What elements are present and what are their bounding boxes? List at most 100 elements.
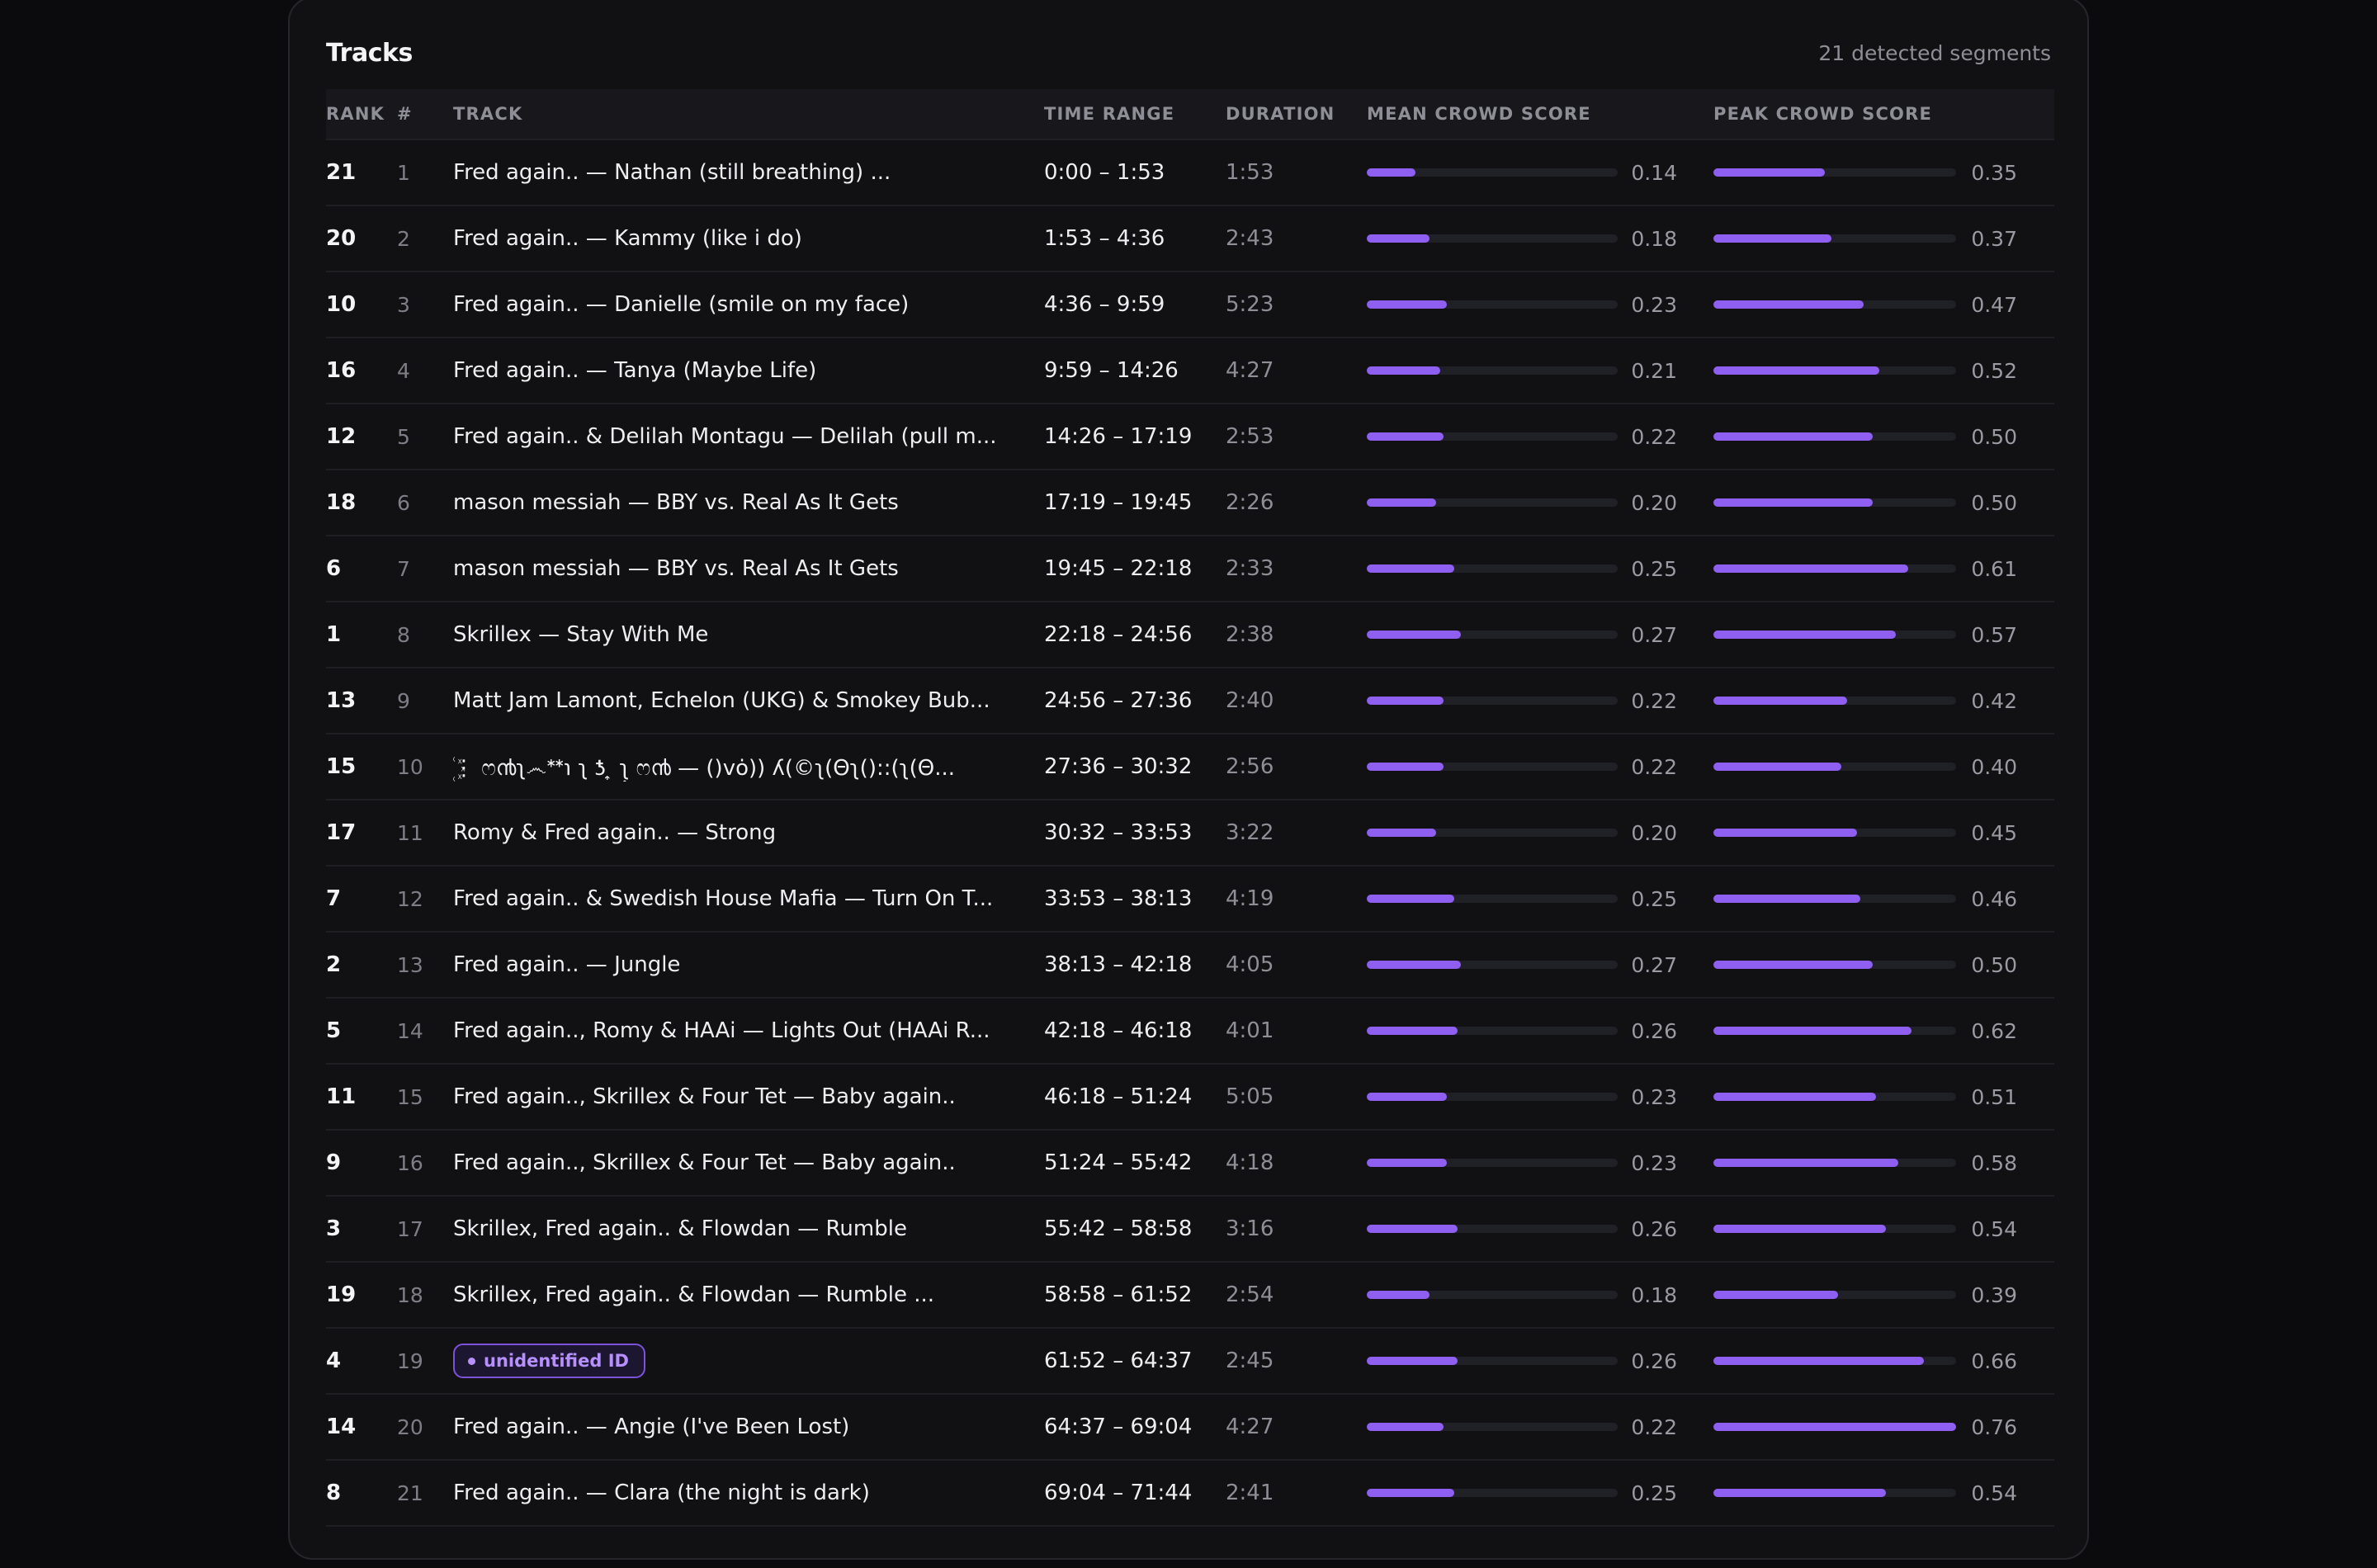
table-body: 21 1 Fred again.. — Nathan (still breath… xyxy=(326,140,2054,1527)
table-row[interactable]: 17 11 Romy & Fred again.. — Strong 30:32… xyxy=(326,801,2054,867)
mean-crowd-score: 0.23 xyxy=(1367,293,1713,317)
mean-score-bar xyxy=(1367,697,1618,705)
peak-score-bar-fill xyxy=(1713,168,1826,177)
track-name: Fred again.., Skrillex & Four Tet — Baby… xyxy=(453,1084,956,1109)
mean-score-value: 0.23 xyxy=(1631,1084,1677,1109)
duration: 2:43 xyxy=(1226,226,1274,251)
mean-crowd-score: 0.20 xyxy=(1367,821,1713,845)
peak-score-value: 0.54 xyxy=(1971,1216,2017,1241)
peak-crowd-score: 0.54 xyxy=(1713,1481,2054,1505)
peak-crowd-score: 0.61 xyxy=(1713,557,2054,581)
table-row[interactable]: 1 8 Skrillex — Stay With Me 22:18 – 24:5… xyxy=(326,602,2054,668)
peak-score-value: 0.37 xyxy=(1971,226,2017,251)
column-header-number[interactable]: # xyxy=(397,104,413,124)
peak-score-bar xyxy=(1713,432,1956,441)
table-row[interactable]: 13 9 Matt Jam Lamont, Echelon (UKG) & Sm… xyxy=(326,668,2054,734)
table-row[interactable]: 8 21 Fred again.. — Clara (the night is … xyxy=(326,1461,2054,1527)
track-number: 2 xyxy=(397,226,410,251)
table-row[interactable]: 14 20 Fred again.. — Angie (I've Been Lo… xyxy=(326,1395,2054,1461)
peak-crowd-score: 0.66 xyxy=(1713,1349,2054,1373)
duration: 5:05 xyxy=(1226,1084,1274,1109)
rank: 16 xyxy=(326,358,357,383)
dot-icon xyxy=(468,1357,475,1365)
mean-score-value: 0.22 xyxy=(1631,424,1677,449)
table-row[interactable]: 6 7 mason messiah — BBY vs. Real As It G… xyxy=(326,536,2054,602)
mean-score-bar xyxy=(1367,366,1618,375)
track-name: Fred again.. — Angie (I've Been Lost) xyxy=(453,1415,850,1439)
column-header-track[interactable]: TRACK xyxy=(453,104,523,124)
peak-score-value: 0.50 xyxy=(1971,952,2017,977)
rank: 12 xyxy=(326,424,357,449)
table-row[interactable]: 20 2 Fred again.. — Kammy (like i do) 1:… xyxy=(326,206,2054,272)
mean-crowd-score: 0.21 xyxy=(1367,359,1713,383)
column-header-time-range[interactable]: TIME RANGE xyxy=(1044,104,1175,124)
table-row[interactable]: 21 1 Fred again.. — Nathan (still breath… xyxy=(326,140,2054,206)
peak-crowd-score: 0.35 xyxy=(1713,161,2054,185)
table-row[interactable]: 10 3 Fred again.. — Danielle (smile on m… xyxy=(326,272,2054,338)
peak-score-bar-fill xyxy=(1713,498,1874,507)
mean-score-bar xyxy=(1367,1093,1618,1101)
time-range: 64:37 – 69:04 xyxy=(1044,1415,1193,1439)
track-number: 21 xyxy=(397,1481,423,1505)
mean-score-bar xyxy=(1367,498,1618,507)
track-name: Fred again.. — Kammy (like i do) xyxy=(453,226,802,251)
peak-score-bar xyxy=(1713,300,1956,309)
peak-score-value: 0.62 xyxy=(1971,1018,2017,1043)
peak-score-bar xyxy=(1713,564,1956,573)
peak-score-bar xyxy=(1713,631,1956,639)
rank: 4 xyxy=(326,1348,342,1373)
table-row[interactable]: 3 17 Skrillex, Fred again.. & Flowdan — … xyxy=(326,1197,2054,1263)
table-row[interactable]: 19 18 Skrillex, Fred again.. & Flowdan —… xyxy=(326,1263,2054,1329)
mean-score-bar-fill xyxy=(1367,763,1444,771)
duration: 4:18 xyxy=(1226,1150,1274,1175)
peak-score-bar-fill xyxy=(1713,1291,1838,1299)
mean-score-value: 0.26 xyxy=(1631,1018,1677,1043)
table-row[interactable]: 2 13 Fred again.. — Jungle 38:13 – 42:18… xyxy=(326,933,2054,999)
track-number: 10 xyxy=(397,754,423,779)
track-name: Romy & Fred again.. — Strong xyxy=(453,820,777,845)
table-row[interactable]: 18 6 mason messiah — BBY vs. Real As It … xyxy=(326,470,2054,536)
track-name: Fred again.. & Delilah Montagu — Delilah… xyxy=(453,424,997,449)
peak-score-bar-fill xyxy=(1713,697,1848,705)
table-row[interactable]: 4 19 unidentified ID 61:52 – 64:37 2:45 … xyxy=(326,1329,2054,1395)
track-name: Fred again.. — Nathan (still breathing) … xyxy=(453,160,891,185)
rank: 21 xyxy=(326,160,357,185)
mean-score-bar-fill xyxy=(1367,1423,1444,1431)
track-number: 18 xyxy=(397,1282,423,1307)
mean-score-value: 0.25 xyxy=(1631,1481,1677,1505)
table-header: RANK # TRACK TIME RANGE DURATION MEAN CR… xyxy=(326,89,2054,140)
peak-score-bar xyxy=(1713,1093,1956,1101)
track-number: 12 xyxy=(397,886,423,911)
peak-score-value: 0.66 xyxy=(1971,1348,2017,1373)
track-number: 3 xyxy=(397,292,410,317)
duration: 2:33 xyxy=(1226,556,1274,581)
mean-score-value: 0.22 xyxy=(1631,754,1677,779)
column-header-mean-crowd-score[interactable]: MEAN CROWD SCORE xyxy=(1367,104,1591,124)
table-row[interactable]: 7 12 Fred again.. & Swedish House Mafia … xyxy=(326,867,2054,933)
peak-crowd-score: 0.54 xyxy=(1713,1217,2054,1241)
peak-score-bar-fill xyxy=(1713,1423,1956,1431)
time-range: 17:19 – 19:45 xyxy=(1044,490,1193,515)
mean-score-value: 0.18 xyxy=(1631,226,1677,251)
duration: 2:45 xyxy=(1226,1348,1274,1373)
column-header-rank[interactable]: RANK xyxy=(326,104,385,124)
peak-crowd-score: 0.62 xyxy=(1713,1019,2054,1043)
table-row[interactable]: 5 14 Fred again.., Romy & HAAi — Lights … xyxy=(326,999,2054,1065)
table-row[interactable]: 16 4 Fred again.. — Tanya (Maybe Life) 9… xyxy=(326,338,2054,404)
unidentified-badge: unidentified ID xyxy=(453,1344,645,1378)
table-row[interactable]: 11 15 Fred again.., Skrillex & Four Tet … xyxy=(326,1065,2054,1131)
mean-score-bar xyxy=(1367,1159,1618,1167)
table-row[interactable]: 12 5 Fred again.. & Delilah Montagu — De… xyxy=(326,404,2054,470)
mean-score-value: 0.26 xyxy=(1631,1216,1677,1241)
peak-score-value: 0.51 xyxy=(1971,1084,2017,1109)
column-header-peak-crowd-score[interactable]: PEAK CROWD SCORE xyxy=(1713,104,1933,124)
mean-crowd-score: 0.25 xyxy=(1367,1481,1713,1505)
track-number: 1 xyxy=(397,160,410,185)
table-row[interactable]: 15 10 ꙰⋮ ෆ൯ʅ෴ᕯ℩ ʅ ƾ ͎ ʅ͎͎͎ ෆ൯ — ()vȯ)) ʎ… xyxy=(326,734,2054,801)
peak-score-bar xyxy=(1713,168,1956,177)
mean-score-bar-fill xyxy=(1367,1489,1454,1497)
column-header-duration[interactable]: DURATION xyxy=(1226,104,1335,124)
table-row[interactable]: 9 16 Fred again.., Skrillex & Four Tet —… xyxy=(326,1131,2054,1197)
peak-score-bar xyxy=(1713,1027,1956,1035)
peak-score-bar-fill xyxy=(1713,1027,1912,1035)
